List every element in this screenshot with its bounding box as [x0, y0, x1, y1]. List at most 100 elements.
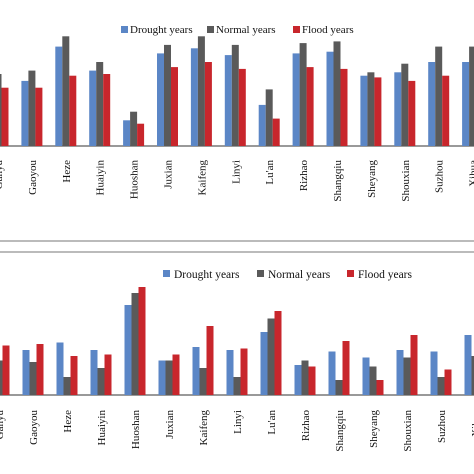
bar-drought-luan — [258, 104, 266, 146]
bar-flood-gaoyou — [36, 344, 44, 395]
bar-flood-shouxian — [408, 80, 416, 146]
bar-normal-suzhou — [435, 46, 443, 146]
bar-normal-linyi — [231, 44, 239, 146]
legend-label-normal: Normal years — [268, 269, 331, 281]
bar-drought-linyi — [226, 350, 234, 395]
bar-flood-gaoyou — [35, 87, 43, 146]
bar-normal-gaoyou — [28, 70, 36, 146]
bar-flood-suzhou — [442, 75, 450, 146]
x-tick-label: Suzhou — [434, 160, 446, 194]
bar-flood-shouxian — [410, 335, 418, 395]
bar-drought-suzhou — [428, 62, 436, 146]
x-tick-label: Rizhao — [300, 410, 312, 442]
x-tick-label: Rizhao — [298, 160, 310, 192]
bar-flood-linyi — [240, 348, 248, 395]
bar-normal-shouxian — [403, 357, 411, 395]
bar-flood-kaifeng — [206, 326, 214, 395]
legend-label-normal: Normal years — [216, 24, 276, 36]
bar-normal-heze — [63, 377, 71, 395]
x-tick-label: Gaoyou — [27, 160, 39, 195]
top-panel-bars — [0, 36, 474, 147]
x-tick-label: Shangqiu — [332, 160, 344, 202]
x-tick-label: Ganyu — [0, 160, 5, 190]
top-panel-legend: Drought years Normal years Flood years — [121, 24, 354, 36]
bar-normal-shangqiu — [335, 380, 343, 395]
x-tick-label: Linyi — [230, 160, 242, 184]
bar-drought-kaifeng — [190, 48, 198, 146]
bar-normal-huaiyin — [96, 62, 104, 146]
x-tick-label: Kaifeng — [196, 160, 208, 196]
bar-drought-huaiyin — [89, 70, 97, 146]
x-tick-label: Ganyu — [0, 410, 6, 440]
bar-drought-sheyang — [360, 75, 368, 146]
legend-swatch-flood — [293, 26, 300, 33]
bar-flood-juxian — [172, 354, 180, 395]
bar-drought-luan — [260, 332, 268, 395]
bar-flood-kaifeng — [204, 62, 212, 146]
x-tick-label: Huaiyin — [96, 410, 108, 446]
bar-drought-xihua — [462, 62, 470, 146]
bar-flood-sheyang — [376, 380, 384, 395]
bar-normal-gaoyou — [29, 362, 37, 395]
bar-flood-huaiyin — [103, 74, 111, 146]
bar-normal-shouxian — [401, 63, 409, 147]
bar-flood-linyi — [238, 68, 246, 146]
bar-flood-rizhao — [308, 366, 316, 395]
bar-flood-suzhou — [444, 369, 452, 395]
bar-flood-heze — [69, 75, 77, 146]
x-tick-label: Kaifeng — [198, 410, 210, 446]
bar-drought-suzhou — [430, 351, 438, 395]
bar-flood-huaiyin — [104, 354, 112, 395]
top-panel-tick-labels: Ganyu Gaoyou Heze Huaiyin Huoshan Juxian Kaife… — [0, 160, 474, 202]
x-tick-label: Juxian — [163, 160, 175, 189]
bar-drought-huoshan — [124, 305, 132, 395]
bar-normal-kaifeng — [199, 368, 207, 395]
legend-swatch-drought — [163, 270, 170, 277]
x-tick-label: Juxian — [164, 410, 176, 439]
x-tick-label: Shouxian — [402, 410, 414, 452]
bar-flood-ganyu — [2, 345, 10, 395]
bar-drought-shouxian — [396, 350, 404, 395]
x-tick-label: Xihua — [468, 160, 474, 187]
bar-drought-shangqiu — [326, 51, 334, 147]
chart-panel-bottom: Ganyu Gaoyou Heze Huaiyin Huoshan Juxian Kaife… — [0, 251, 474, 452]
bar-normal-huaiyin — [97, 368, 105, 395]
bar-flood-heze — [70, 356, 78, 395]
legend-label-flood: Flood years — [302, 24, 354, 36]
bar-normal-linyi — [233, 377, 241, 395]
bar-flood-huoshan — [137, 123, 145, 146]
bar-normal-juxian — [164, 44, 171, 146]
x-tick-label: Huoshan — [129, 160, 141, 200]
bottom-panel-legend: Drought years Normal years Flood years — [163, 269, 413, 281]
bar-drought-huaiyin — [90, 350, 98, 395]
bar-normal-huoshan — [130, 111, 138, 146]
bar-drought-heze — [56, 342, 64, 395]
x-tick-label: Shangqiu — [334, 410, 346, 452]
bar-flood-sheyang — [374, 77, 382, 146]
bar-drought-sheyang — [362, 357, 370, 395]
bar-drought-gaoyou — [21, 80, 29, 146]
bar-normal-ganyu — [0, 74, 2, 146]
bar-flood-luan — [274, 311, 282, 395]
bar-drought-xihua — [464, 335, 472, 395]
bar-normal-suzhou — [437, 377, 445, 395]
x-tick-label: Linyi — [232, 410, 244, 434]
x-tick-label: Suzhou — [436, 410, 448, 444]
bar-drought-linyi — [224, 55, 232, 146]
bar-normal-ganyu — [0, 360, 3, 395]
x-tick-label: Xihua — [470, 410, 474, 437]
legend-label-flood: Flood years — [358, 269, 413, 281]
bar-normal-huoshan — [131, 293, 139, 395]
bar-flood-juxian — [171, 67, 178, 146]
x-tick-label: Gaoyou — [28, 410, 40, 445]
bar-normal-shangqiu — [333, 41, 341, 146]
x-tick-label: Huoshan — [130, 410, 142, 450]
bar-normal-heze — [62, 36, 70, 146]
bar-drought-kaifeng — [192, 347, 200, 395]
bar-normal-sheyang — [367, 72, 375, 146]
bar-normal-luan — [265, 89, 273, 146]
bar-normal-sheyang — [369, 366, 377, 395]
x-tick-label: Sheyang — [366, 160, 378, 198]
bar-drought-rizhao — [292, 53, 300, 146]
x-tick-label: Shouxian — [400, 160, 412, 202]
